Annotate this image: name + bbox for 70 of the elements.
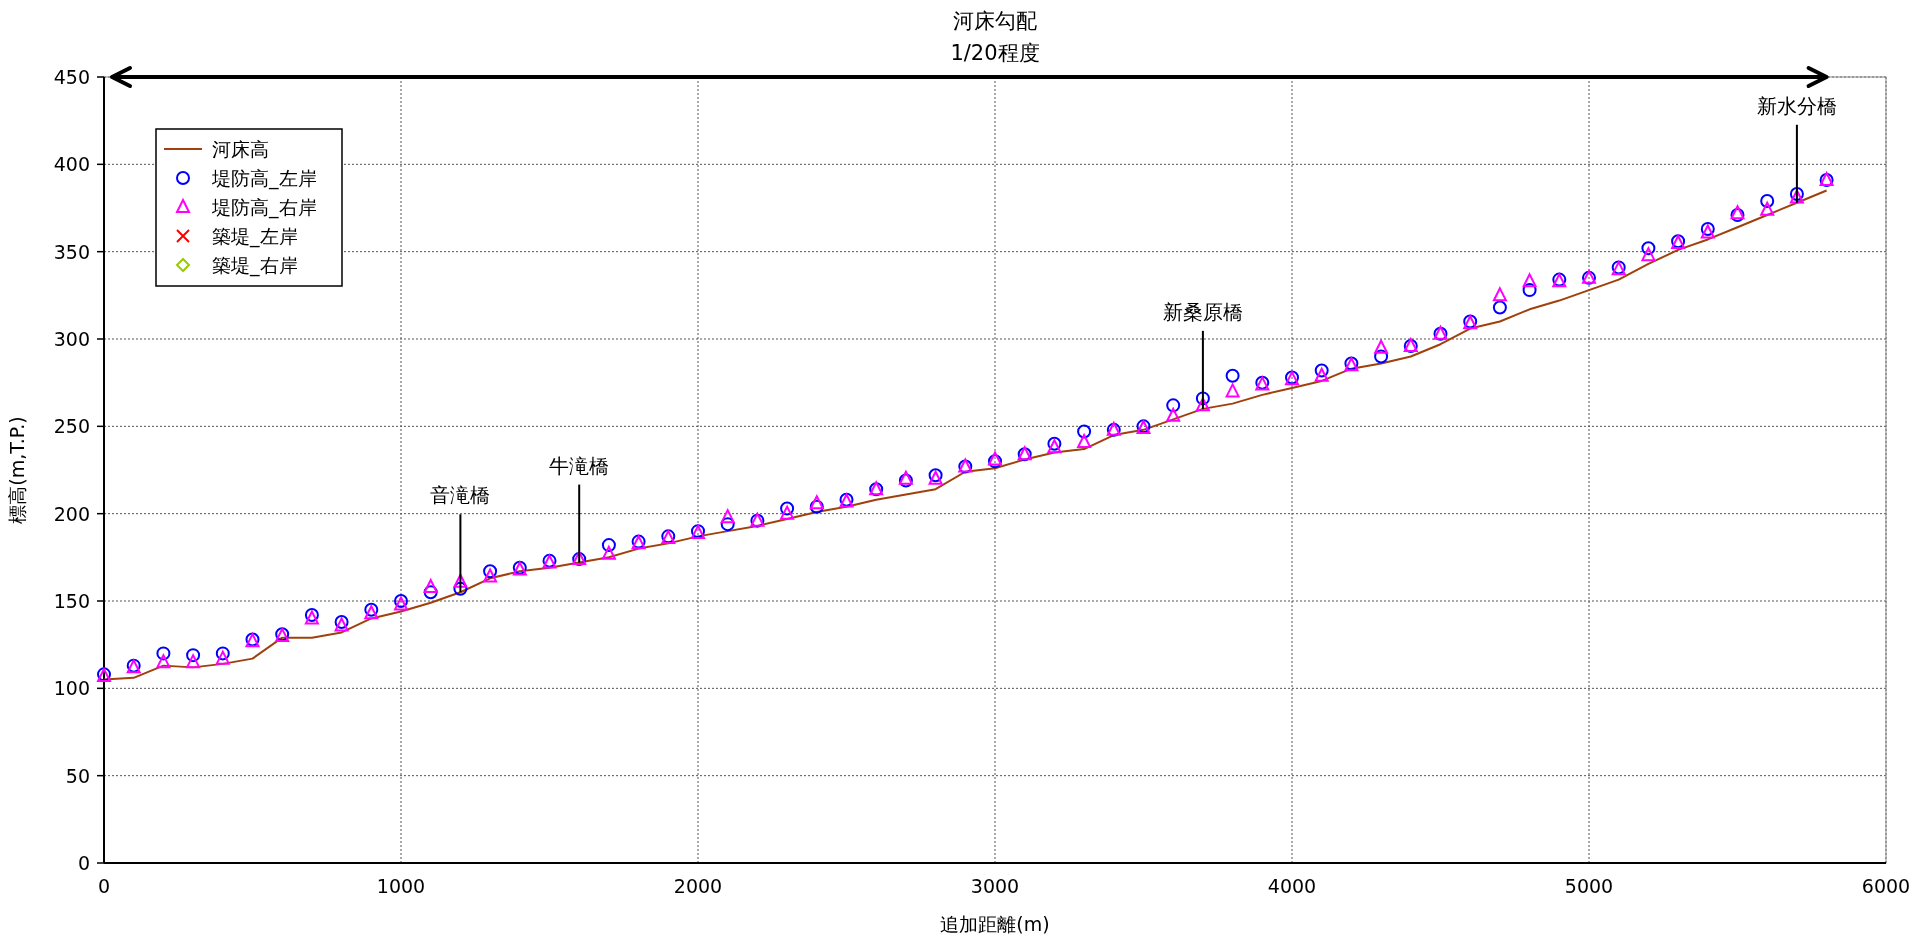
legend-label: 堤防高_右岸 bbox=[211, 196, 317, 219]
legend-label: 堤防高_左岸 bbox=[211, 167, 317, 190]
point bbox=[1641, 241, 1656, 256]
annotation: 新水分橋 bbox=[1756, 93, 1837, 118]
point bbox=[186, 648, 201, 663]
point bbox=[601, 545, 616, 560]
legend-label: 築堤_左岸 bbox=[212, 225, 298, 248]
point bbox=[156, 654, 171, 669]
point bbox=[1492, 300, 1507, 315]
y-tick-label: 50 bbox=[65, 764, 90, 787]
legend-label: 河床高 bbox=[212, 138, 269, 160]
point bbox=[215, 650, 230, 665]
point bbox=[1166, 398, 1181, 413]
y-tick-label: 0 bbox=[77, 852, 90, 874]
x-tick-label: 3000 bbox=[970, 875, 1020, 897]
point bbox=[423, 585, 438, 600]
point bbox=[720, 517, 735, 532]
point bbox=[1166, 407, 1181, 422]
y-tick-label: 200 bbox=[53, 502, 90, 525]
point bbox=[215, 646, 230, 661]
y-tick-label: 450 bbox=[53, 66, 90, 88]
point bbox=[483, 568, 498, 583]
x-axis-title: 追加距離(m) bbox=[940, 913, 1050, 935]
y-tick-label: 150 bbox=[53, 590, 90, 612]
point bbox=[1077, 434, 1092, 449]
point bbox=[809, 499, 824, 514]
annotation: 音滝橋 bbox=[430, 483, 491, 508]
x-tick-label: 5000 bbox=[1564, 875, 1614, 897]
point bbox=[1374, 339, 1389, 354]
y-tick-label: 350 bbox=[53, 240, 90, 263]
point bbox=[1492, 287, 1507, 302]
annotation: 新桑原橋 bbox=[1162, 299, 1243, 324]
chart-subtitle: 1/20程度 bbox=[950, 41, 1040, 65]
point bbox=[1641, 247, 1656, 262]
x-tick-label: 1000 bbox=[376, 875, 426, 897]
y-tick-label: 100 bbox=[53, 677, 90, 700]
x-tick-label: 2000 bbox=[673, 875, 723, 897]
point bbox=[186, 654, 201, 669]
point bbox=[483, 564, 498, 579]
point bbox=[1077, 424, 1092, 439]
point bbox=[780, 505, 795, 520]
point bbox=[1522, 273, 1537, 288]
point bbox=[423, 579, 438, 594]
point bbox=[601, 538, 616, 553]
point bbox=[1760, 201, 1775, 216]
legend-label: 築堤_右岸 bbox=[212, 254, 298, 277]
x-tick-label: 6000 bbox=[1861, 875, 1911, 897]
x-tick-label: 0 bbox=[97, 875, 111, 897]
point bbox=[1195, 397, 1210, 412]
point bbox=[453, 581, 468, 596]
point bbox=[1225, 368, 1240, 383]
point bbox=[780, 501, 795, 516]
point bbox=[156, 646, 171, 661]
point bbox=[453, 573, 468, 588]
point bbox=[1314, 363, 1329, 378]
point bbox=[720, 509, 735, 524]
chart-title: 河床勾配 bbox=[953, 9, 1037, 33]
point bbox=[1195, 391, 1210, 406]
x-tick-label: 4000 bbox=[1267, 875, 1317, 897]
point bbox=[1225, 383, 1240, 398]
y-tick-label: 400 bbox=[53, 153, 90, 176]
point bbox=[1760, 194, 1775, 209]
point bbox=[1522, 283, 1537, 298]
y-tick-label: 250 bbox=[53, 415, 90, 438]
annotation: 牛滝橋 bbox=[549, 453, 610, 478]
point bbox=[1314, 367, 1329, 382]
y-tick-label: 300 bbox=[53, 328, 90, 350]
y-axis-title: 標高(m,T.P.) bbox=[6, 416, 28, 524]
point bbox=[1374, 349, 1389, 364]
point bbox=[809, 495, 824, 510]
